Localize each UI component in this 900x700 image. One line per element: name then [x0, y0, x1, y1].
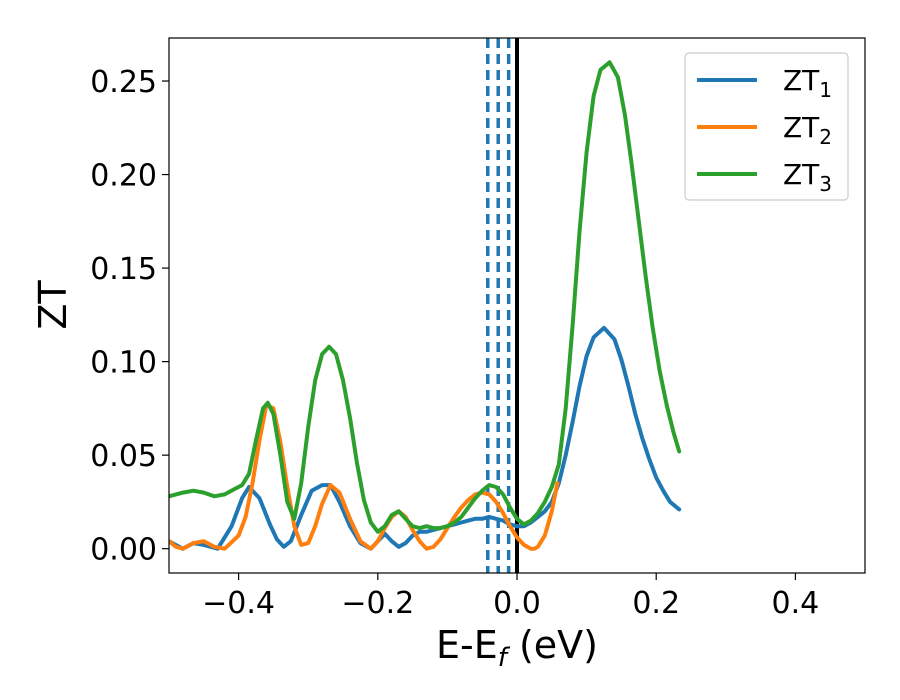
x-axis-title: E-Ef (eV) [436, 623, 598, 673]
legend-label-zt1: ZT1 [783, 64, 832, 102]
legend-label-zt3: ZT3 [783, 158, 832, 196]
y-tick-label: 0.05 [90, 439, 157, 474]
y-tick-label: 0.20 [90, 159, 157, 194]
y-tick-label: 0.10 [90, 346, 157, 381]
series-line-zt3 [169, 60, 682, 534]
x-tick-label: −0.4 [202, 586, 275, 621]
x-axis-title-main: E-E [436, 623, 498, 667]
x-tick-label: 0.4 [772, 586, 820, 621]
legend: ZT1 ZT2 ZT3 [684, 52, 849, 201]
x-tick-label: −0.2 [341, 586, 414, 621]
legend-label-zt2: ZT2 [783, 111, 832, 149]
y-tick-label: 0.00 [90, 533, 157, 568]
y-axis-title: ZT [31, 280, 75, 330]
x-axis-title-unit: (eV) [507, 623, 598, 667]
x-tick-label: 0.0 [493, 586, 541, 621]
x-tick-label: 0.2 [632, 586, 680, 621]
legend-box [684, 52, 849, 201]
y-tick-label: 0.25 [90, 65, 157, 100]
y-tick-label: 0.15 [90, 252, 157, 287]
axis-ticks: −0.4 −0.2 0.0 0.2 0.4 0.00 0.05 0.10 0.15 0.20 0.2… [90, 65, 819, 621]
plot-area [169, 38, 682, 573]
